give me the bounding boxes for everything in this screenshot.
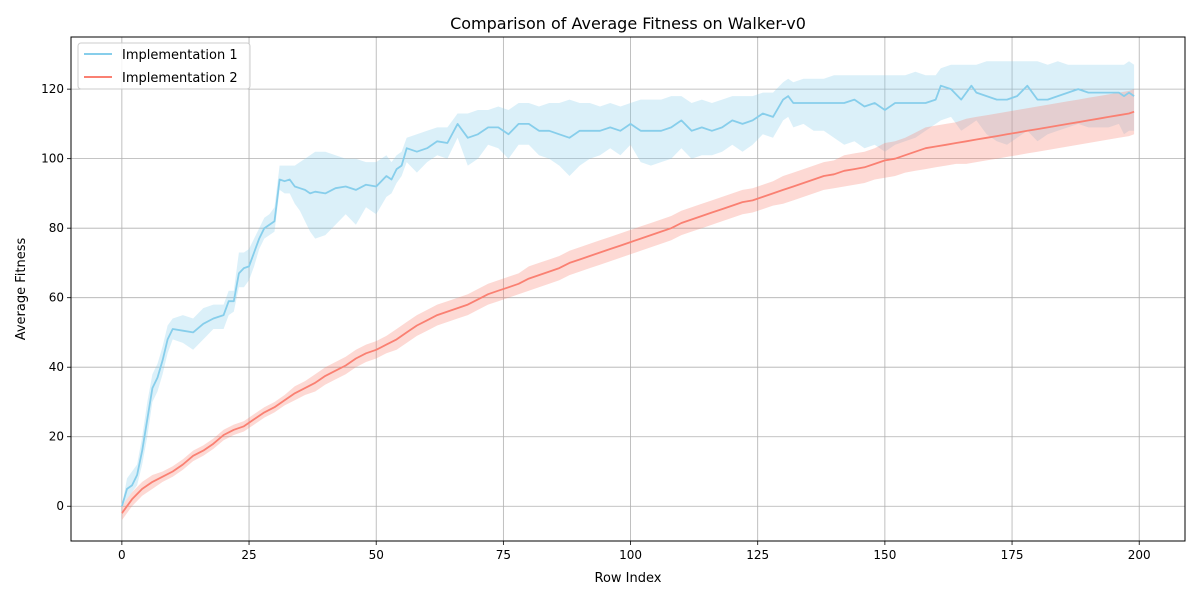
legend: Implementation 1 Implementation 2 [77, 42, 251, 90]
y-tick-label: 0 [56, 499, 64, 513]
x-tick-label: 125 [746, 548, 769, 562]
x-tick-label: 75 [496, 548, 511, 562]
x-axis-ticks: 0 25 50 75 100 125 150 175 200 [118, 541, 1151, 562]
y-tick-label: 80 [49, 221, 64, 235]
series-lines [121, 84, 1135, 514]
legend-label-implementation-2: Implementation 2 [122, 71, 238, 86]
band-series-1 [121, 61, 1135, 507]
y-tick-label: 100 [41, 152, 64, 166]
y-tick-label: 40 [49, 360, 64, 374]
y-tick-label: 20 [49, 430, 64, 444]
x-tick-label: 50 [369, 548, 384, 562]
band-series-2 [121, 89, 1135, 521]
x-tick-label: 25 [241, 548, 256, 562]
x-tick-label: 150 [873, 548, 896, 562]
legend-frame [77, 42, 251, 90]
legend-label-implementation-1: Implementation 1 [122, 48, 238, 63]
grid-lines [71, 37, 1185, 541]
y-tick-label: 60 [49, 291, 64, 305]
x-tick-label: 100 [619, 548, 642, 562]
plot-frame [70, 36, 1186, 542]
y-axis-label: Average Fitness [14, 238, 29, 341]
x-tick-label: 175 [1001, 548, 1024, 562]
line-series-2 [121, 110, 1135, 514]
confidence-bands [121, 61, 1135, 521]
y-axis-ticks: 0 20 40 60 80 100 120 [41, 82, 71, 513]
line-series-1 [121, 84, 1135, 507]
x-tick-label: 200 [1128, 548, 1151, 562]
x-tick-label: 0 [118, 548, 126, 562]
y-tick-label: 120 [41, 82, 64, 96]
chart-title: Comparison of Average Fitness on Walker-… [450, 14, 806, 33]
x-axis-label: Row Index [595, 571, 662, 586]
